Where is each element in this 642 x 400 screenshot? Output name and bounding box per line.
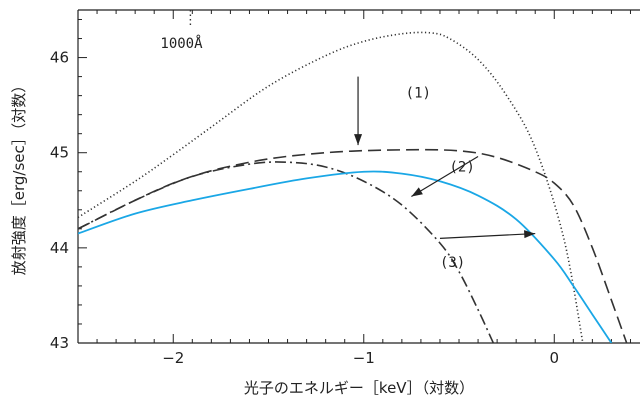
y-tick-label: 44 bbox=[50, 239, 69, 257]
curve-annotation-label: (3) bbox=[440, 255, 465, 271]
curve-annotation-label: (1) bbox=[406, 86, 431, 102]
curve-annotation-label: (2) bbox=[449, 160, 474, 176]
y-tick-label: 43 bbox=[50, 334, 69, 352]
series-lines bbox=[78, 31, 628, 343]
reference-line: 1000Å bbox=[160, 10, 203, 52]
x-axis-title: 光子のエネルギー［keV］（対数） bbox=[244, 379, 474, 397]
reference-line-label: 1000Å bbox=[160, 35, 203, 52]
annotation-arrow bbox=[354, 76, 363, 146]
annotations: (1) (2) (3) bbox=[406, 86, 475, 271]
annotation-arrow bbox=[439, 230, 536, 239]
series-line-solid bbox=[78, 170, 613, 343]
x-tick-label: −2 bbox=[162, 349, 184, 367]
series-line-dashed bbox=[78, 148, 628, 343]
y-tick-label: 45 bbox=[50, 144, 69, 162]
x-tick-label: −1 bbox=[353, 349, 375, 367]
axes: −2 −1 0 43 44 45 46 bbox=[50, 9, 640, 367]
y-axis-title: 放射強度［erg/sec］（対数） bbox=[10, 78, 28, 276]
x-tick-label: 0 bbox=[549, 349, 559, 367]
annotation-arrow bbox=[411, 156, 479, 197]
arrows bbox=[354, 76, 536, 239]
y-tick-label: 46 bbox=[50, 49, 69, 67]
